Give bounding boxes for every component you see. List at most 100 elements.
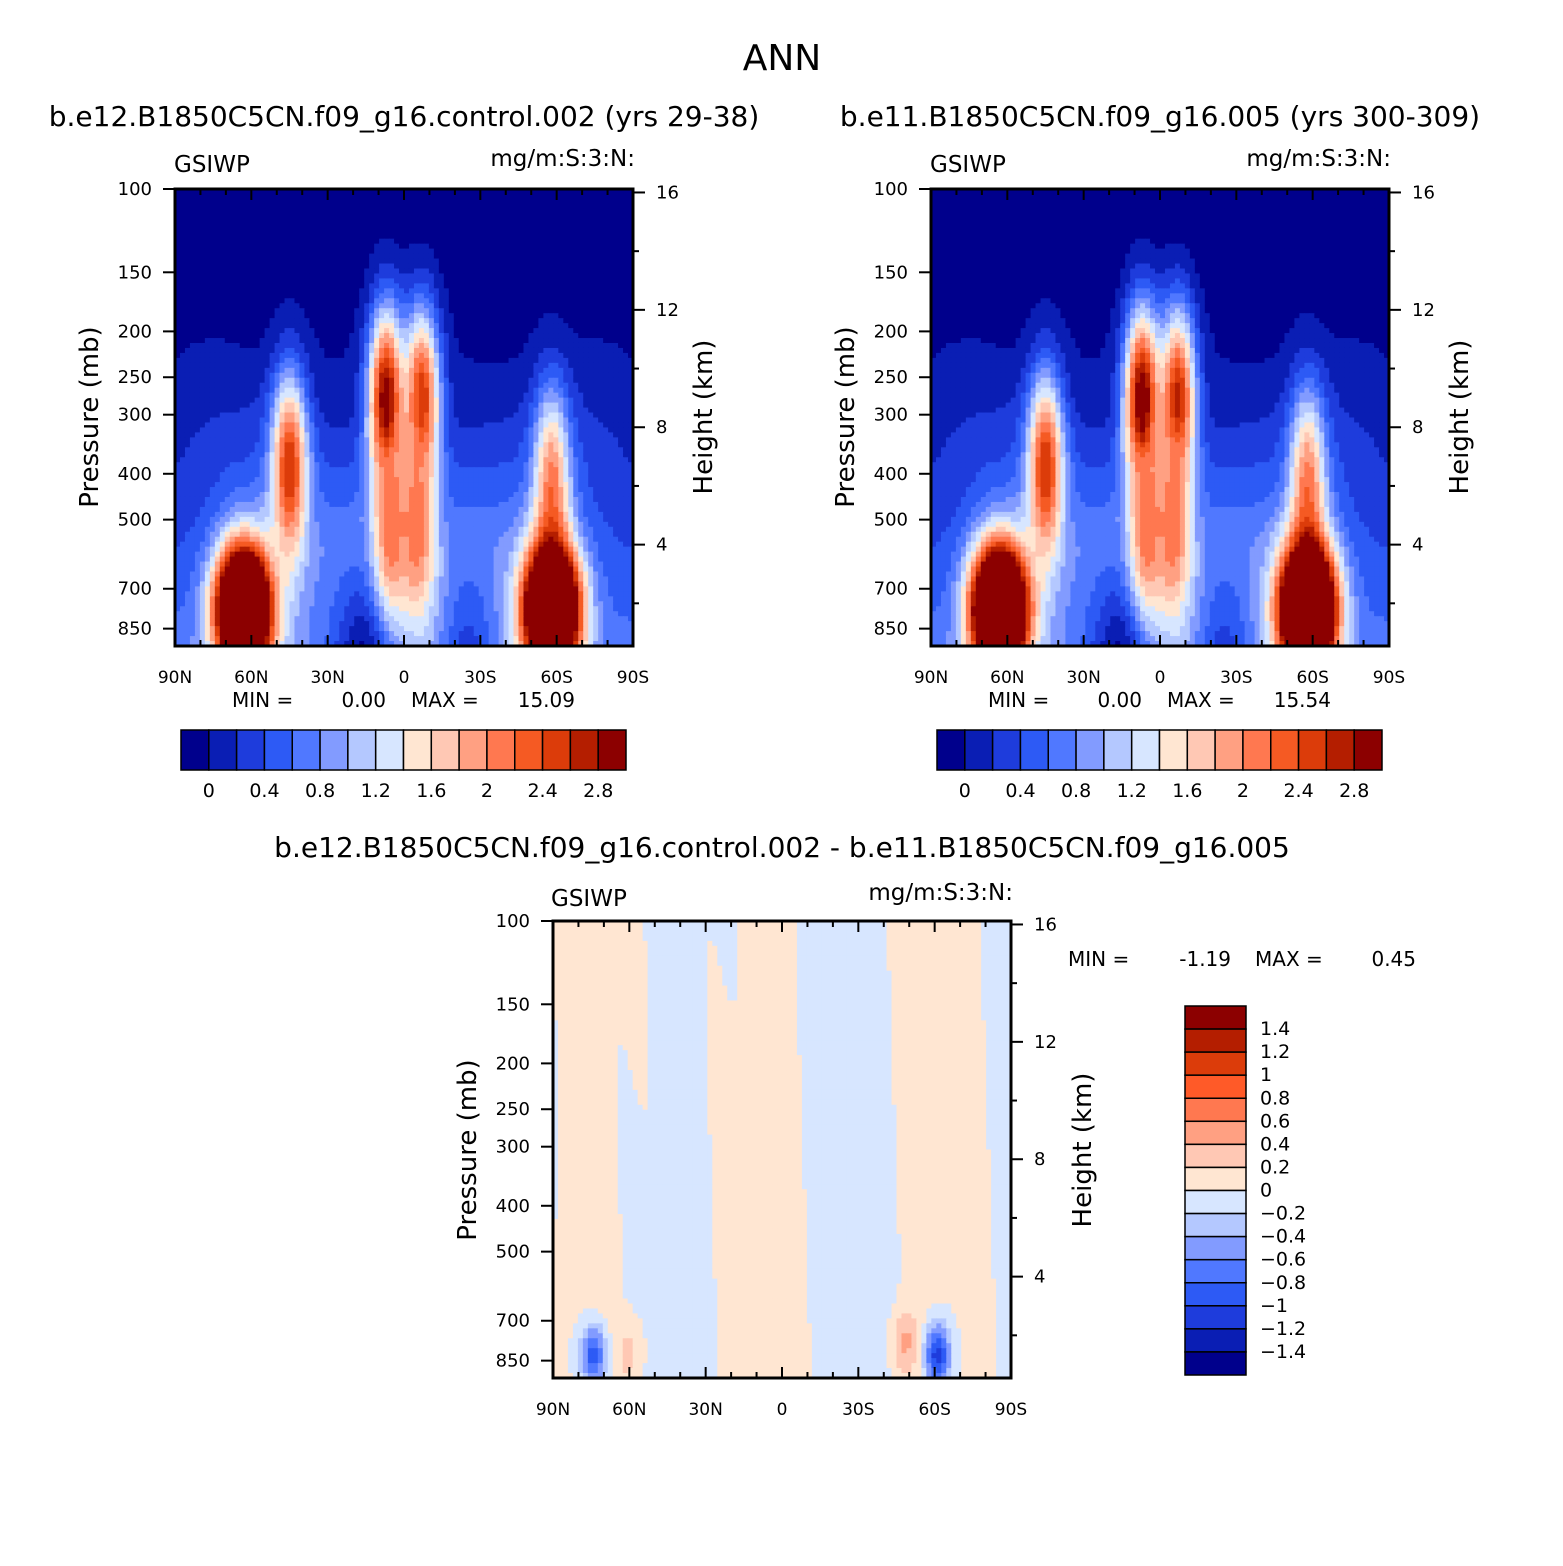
contour-cell xyxy=(484,199,490,205)
contour-cell xyxy=(329,368,335,374)
contour-cell xyxy=(553,442,559,448)
contour-cell xyxy=(359,328,365,334)
contour-cell xyxy=(290,343,296,349)
contour-cell xyxy=(394,214,400,220)
contour-cell xyxy=(434,273,440,279)
contour-cell xyxy=(265,244,271,250)
contour-cell xyxy=(200,442,206,448)
contour-cell xyxy=(329,318,335,324)
contour-cell xyxy=(479,268,485,274)
contour-cell xyxy=(374,209,380,215)
contour-cell xyxy=(265,398,271,404)
contour-cell xyxy=(265,368,271,374)
contour-cell xyxy=(374,278,380,284)
contour-cell xyxy=(573,268,579,274)
contour-cell xyxy=(494,353,500,359)
contour-cell xyxy=(514,209,520,215)
contour-cell xyxy=(309,452,315,458)
contour-cell xyxy=(220,264,226,270)
contour-cell xyxy=(180,393,186,399)
contour-cell xyxy=(474,368,480,374)
contour-cell xyxy=(349,268,355,274)
contour-cell xyxy=(533,422,539,428)
contour-cell xyxy=(449,408,455,414)
contour-cell xyxy=(339,288,345,294)
contour-cell xyxy=(379,199,385,205)
contour-cell xyxy=(225,259,231,265)
contour-cell xyxy=(474,318,480,324)
contour-cell xyxy=(215,273,221,279)
contour-cell xyxy=(514,343,520,349)
contour-cell xyxy=(314,333,320,339)
contour-cell xyxy=(205,278,211,284)
contour-cell xyxy=(419,348,425,354)
contour-cell xyxy=(553,388,559,394)
contour-cell xyxy=(334,437,340,443)
contour-cell xyxy=(543,234,549,240)
contour-cell xyxy=(339,418,345,424)
contour-cell xyxy=(454,418,460,424)
contour-cell xyxy=(573,393,579,399)
contour-cell xyxy=(190,348,196,354)
contour-cell xyxy=(344,427,350,433)
contour-cell xyxy=(538,452,544,458)
contour-cell xyxy=(384,234,390,240)
contour-cell xyxy=(334,338,340,344)
contour-cell xyxy=(504,328,510,334)
contour-cell xyxy=(414,318,420,324)
contour-cell xyxy=(280,358,286,364)
contour-cell xyxy=(439,427,445,433)
contour-cell xyxy=(359,398,365,404)
contour-cell xyxy=(573,437,579,443)
contour-cell xyxy=(230,393,236,399)
contour-cell xyxy=(454,249,460,255)
contour-cell xyxy=(449,363,455,369)
contour-cell xyxy=(245,318,251,324)
contour-cell xyxy=(618,288,624,294)
contour-cell xyxy=(275,358,281,364)
contour-cell xyxy=(588,338,594,344)
contour-cell xyxy=(384,348,390,354)
contour-cell xyxy=(578,413,584,419)
contour-cell xyxy=(240,378,246,384)
contour-cell xyxy=(294,323,300,329)
contour-cell xyxy=(369,437,375,443)
contour-cell xyxy=(225,343,231,349)
contour-cell xyxy=(270,398,276,404)
contour-cell xyxy=(434,244,440,250)
contour-cell xyxy=(334,373,340,379)
contour-cell xyxy=(334,363,340,369)
contour-cell xyxy=(344,264,350,270)
contour-cell xyxy=(598,447,604,453)
contour-cell xyxy=(553,333,559,339)
contour-cell xyxy=(454,388,460,394)
contour-cell xyxy=(349,219,355,225)
contour-cell xyxy=(528,437,534,443)
contour-cell xyxy=(459,373,465,379)
contour-cell xyxy=(454,298,460,304)
contour-cell xyxy=(598,298,604,304)
contour-cell xyxy=(449,318,455,324)
contour-cell xyxy=(349,413,355,419)
contour-cell xyxy=(489,383,495,389)
contour-cell xyxy=(414,323,420,329)
contour-cell xyxy=(469,363,475,369)
contour-cell xyxy=(474,259,480,265)
contour-cell xyxy=(280,418,286,424)
contour-cell xyxy=(424,308,430,314)
contour-cell xyxy=(429,403,435,409)
contour-cell xyxy=(334,239,340,245)
contour-cell xyxy=(389,234,395,240)
contour-cell xyxy=(608,259,614,265)
contour-cell xyxy=(588,204,594,210)
contour-cell xyxy=(474,214,480,220)
contour-cell xyxy=(409,348,415,354)
contour-cell xyxy=(474,353,480,359)
contour-cell xyxy=(280,323,286,329)
contour-cell xyxy=(190,204,196,210)
contour-cell xyxy=(309,293,315,299)
contour-cell xyxy=(509,204,515,210)
contour-cell xyxy=(409,393,415,399)
contour-cell xyxy=(280,427,286,433)
contour-cell xyxy=(389,422,395,428)
